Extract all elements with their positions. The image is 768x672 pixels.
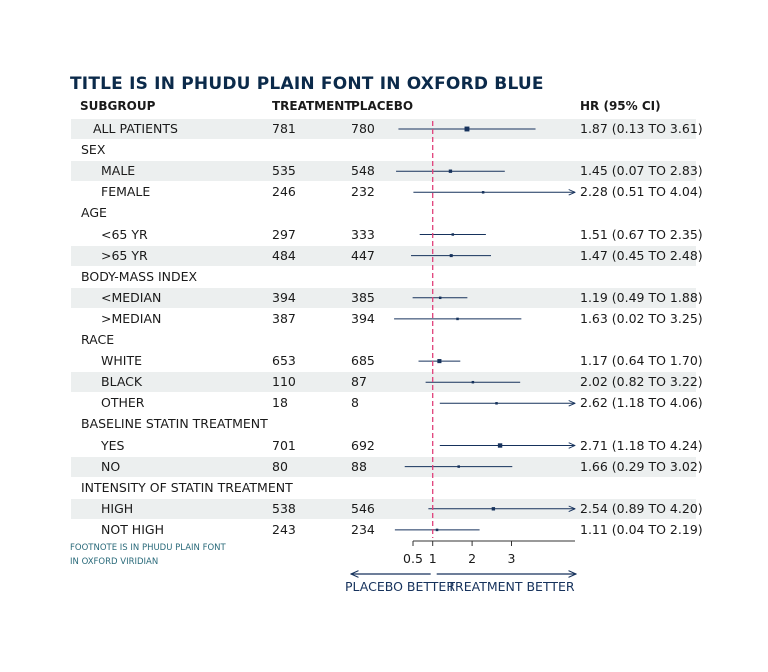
placebo-count: 333 bbox=[351, 226, 375, 242]
treatment-count: 394 bbox=[272, 289, 296, 305]
treatment-count: 653 bbox=[272, 353, 296, 369]
header-placebo: PLACEBO bbox=[351, 99, 414, 113]
subgroup-label: ALL PATIENTS bbox=[93, 121, 178, 136]
hr-point bbox=[451, 233, 455, 236]
placebo-count: 685 bbox=[351, 353, 375, 369]
row-band bbox=[71, 456, 696, 477]
footnote: FOOTNOTE IS IN PHUDU PLAIN FONT IN OXFOR… bbox=[70, 541, 226, 569]
hr-point bbox=[437, 359, 442, 364]
treatment-count: 110 bbox=[272, 374, 296, 390]
treatment-count: 701 bbox=[272, 437, 296, 453]
treatment-count: 484 bbox=[272, 247, 296, 263]
subgroup-label: <MEDIAN bbox=[101, 289, 162, 305]
header-subgroup: SUBGROUP bbox=[80, 99, 156, 113]
hr-point bbox=[464, 126, 470, 132]
subgroup-label: <65 YR bbox=[101, 226, 148, 242]
hr-point bbox=[491, 507, 496, 511]
header-hr: HR (95% CI) bbox=[580, 99, 661, 113]
placebo-count: 87 bbox=[351, 374, 367, 390]
hr-point bbox=[449, 254, 453, 258]
subgroup-label: MALE bbox=[101, 163, 136, 179]
header-treatment: TREATMENT bbox=[272, 99, 353, 113]
treatment-count: 297 bbox=[272, 226, 296, 242]
placebo-count: 88 bbox=[351, 458, 367, 474]
hr-ci-text: 1.66 (0.29 TO 3.02) bbox=[580, 458, 703, 474]
placebo-better-label: PLACEBO BETTER bbox=[345, 579, 455, 594]
subgroup-header: AGE bbox=[81, 205, 107, 221]
treatment-better-label: TREATMENT BETTER bbox=[446, 579, 574, 594]
hr-point bbox=[495, 402, 498, 405]
x-tick-label: 3 bbox=[508, 551, 516, 566]
row-band bbox=[71, 498, 696, 519]
subgroup-label: NOT HIGH bbox=[101, 521, 164, 537]
hr-ci-text: 2.28 (0.51 TO 4.04) bbox=[580, 184, 703, 200]
chart-title: TITLE IS IN PHUDU PLAIN FONT IN OXFORD B… bbox=[70, 74, 544, 94]
treatment-count: 781 bbox=[272, 121, 296, 136]
hr-ci-text: 1.17 (0.64 TO 1.70) bbox=[580, 353, 703, 369]
hr-point bbox=[497, 443, 503, 448]
subgroup-header: INTENSITY OF STATIN TREATMENT bbox=[81, 479, 293, 495]
subgroup-label: YES bbox=[101, 437, 125, 453]
row-band bbox=[71, 119, 696, 139]
subgroup-label: HIGH bbox=[101, 500, 134, 516]
hr-ci-text: 1.11 (0.04 TO 2.19) bbox=[580, 521, 703, 537]
hr-point bbox=[471, 380, 475, 384]
placebo-count: 780 bbox=[351, 121, 375, 136]
placebo-count: 232 bbox=[351, 184, 375, 200]
treatment-count: 246 bbox=[272, 184, 296, 200]
placebo-count: 385 bbox=[351, 289, 375, 305]
row-band bbox=[71, 287, 696, 308]
hr-point bbox=[456, 317, 459, 321]
hr-point bbox=[448, 169, 453, 173]
subgroup-label: WHITE bbox=[101, 353, 142, 369]
hr-ci-text: 2.54 (0.89 TO 4.20) bbox=[580, 500, 703, 516]
row-band bbox=[71, 245, 696, 266]
treatment-count: 535 bbox=[272, 163, 296, 179]
subgroup-header: BODY-MASS INDEX bbox=[81, 268, 198, 284]
hr-ci-text: 1.45 (0.07 TO 2.83) bbox=[580, 163, 703, 179]
treatment-count: 538 bbox=[272, 500, 296, 516]
hr-ci-text: 1.87 (0.13 TO 3.61) bbox=[580, 121, 703, 136]
hr-ci-text: 2.02 (0.82 TO 3.22) bbox=[580, 374, 703, 390]
x-tick-label: 2 bbox=[468, 551, 476, 566]
treatment-count: 80 bbox=[272, 458, 288, 474]
placebo-count: 8 bbox=[351, 395, 359, 411]
placebo-count: 548 bbox=[351, 163, 375, 179]
footnote-line-1: FOOTNOTE IS IN PHUDU PLAIN FONT bbox=[70, 543, 226, 553]
hr-point bbox=[481, 191, 485, 194]
hr-ci-text: 1.47 (0.45 TO 2.48) bbox=[580, 247, 703, 263]
placebo-count: 692 bbox=[351, 437, 375, 453]
hr-ci-text: 1.51 (0.67 TO 2.35) bbox=[580, 226, 703, 242]
treatment-count: 18 bbox=[272, 395, 288, 411]
hr-ci-text: 1.63 (0.02 TO 3.25) bbox=[580, 310, 703, 326]
subgroup-header: SEX bbox=[81, 142, 106, 158]
placebo-count: 394 bbox=[351, 310, 375, 326]
hr-ci-text: 1.19 (0.49 TO 1.88) bbox=[580, 289, 703, 305]
hr-ci-text: 2.62 (1.18 TO 4.06) bbox=[580, 395, 703, 411]
subgroup-label: BLACK bbox=[101, 374, 143, 390]
hr-ci-text: 2.71 (1.18 TO 4.24) bbox=[580, 437, 703, 453]
subgroup-label: NO bbox=[101, 458, 121, 474]
subgroup-header: BASELINE STATIN TREATMENT bbox=[81, 416, 268, 432]
hr-point bbox=[435, 528, 439, 532]
treatment-count: 387 bbox=[272, 310, 296, 326]
hr-point bbox=[457, 465, 460, 468]
treatment-count: 243 bbox=[272, 521, 296, 537]
placebo-count: 447 bbox=[351, 247, 375, 263]
row-band bbox=[71, 161, 696, 182]
footnote-line-2: IN OXFORD VIRIDIAN bbox=[70, 557, 159, 567]
placebo-count: 546 bbox=[351, 500, 375, 516]
subgroup-label: FEMALE bbox=[101, 184, 151, 200]
subgroup-label: >MEDIAN bbox=[101, 310, 162, 326]
subgroup-header: RACE bbox=[81, 332, 115, 347]
x-tick-label: 0.5 bbox=[403, 551, 423, 566]
hr-point bbox=[438, 296, 442, 300]
x-tick-label: 1 bbox=[429, 551, 437, 566]
subgroup-label: >65 YR bbox=[101, 247, 148, 263]
placebo-count: 234 bbox=[351, 521, 375, 537]
subgroup-label: OTHER bbox=[101, 395, 145, 411]
row-band bbox=[71, 372, 696, 393]
